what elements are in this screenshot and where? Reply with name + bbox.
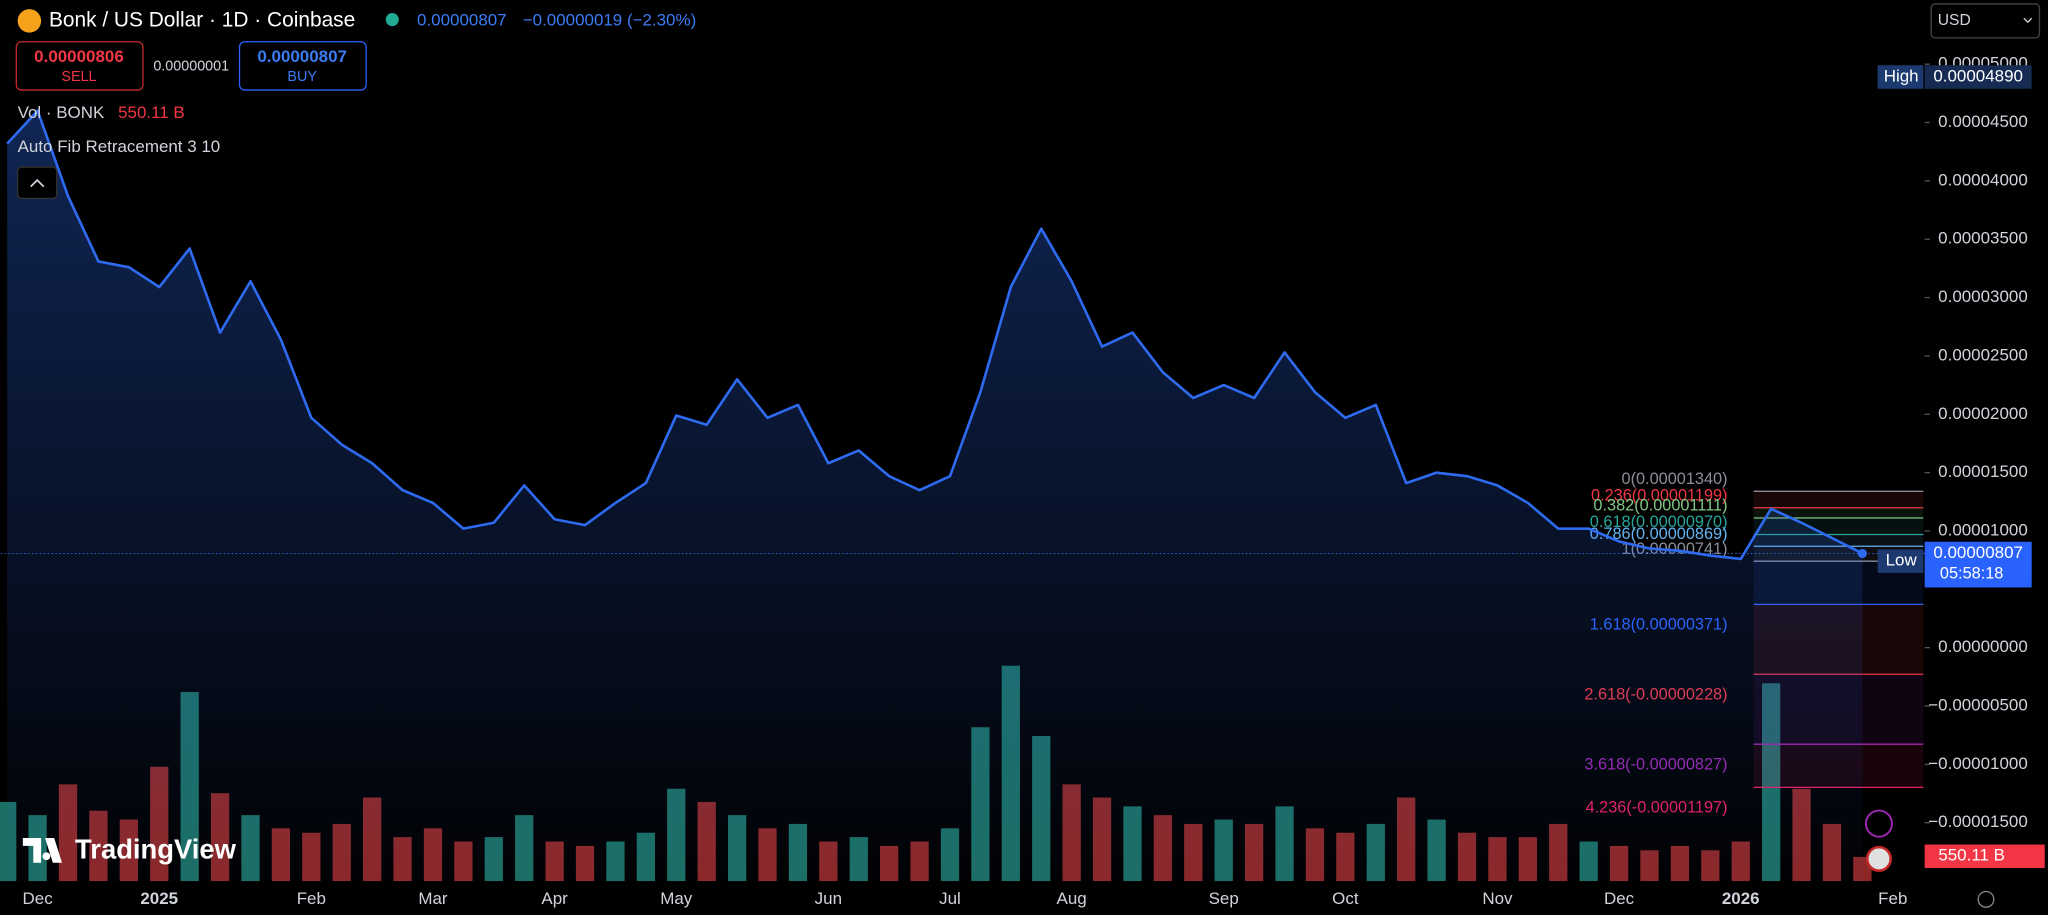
low-label-bg — [1877, 549, 1924, 573]
price-area — [7, 110, 1863, 882]
y-tick-label: 0.00004000 — [1938, 170, 2028, 189]
x-tick-label: Nov — [1482, 889, 1513, 908]
buy-price: 0.00000807 — [257, 47, 347, 66]
volume-tag: 550.11 B — [1938, 846, 2005, 865]
price-change: −0.00000019 (−2.30%) — [523, 10, 696, 29]
logo-mark — [22, 837, 63, 863]
volume-value: 550.11 B — [118, 103, 185, 122]
fib-zone — [1753, 491, 1924, 508]
countdown: 05:58:18 — [1940, 565, 2003, 583]
current-price: 0.00000807 — [1933, 543, 2023, 562]
current-price-bg — [1924, 541, 2032, 588]
x-tick-label: Dec — [23, 889, 54, 908]
y-tick-label: 0.00003500 — [1938, 229, 2028, 248]
y-tick-label: 0.00001000 — [1938, 520, 2028, 539]
fib-label: 0.786(0.00000869) — [1590, 525, 1728, 543]
low-label: Low — [1886, 551, 1918, 570]
high-label: High — [1884, 67, 1919, 86]
chevron — [30, 178, 45, 188]
symbol-title: Bonk / US Dollar · 1D · Coinbase — [49, 8, 355, 31]
sell-price: 0.00000806 — [34, 47, 124, 66]
x-tick-label: Apr — [541, 889, 568, 908]
x-tick-label: Aug — [1057, 889, 1087, 908]
x-tick-label: May — [660, 889, 693, 908]
x-tick-label: Feb — [297, 889, 326, 908]
fib-label: 0.618(0.00000970) — [1590, 513, 1728, 531]
sell-button[interactable] — [15, 41, 144, 91]
fib-indicator: Auto Fib Retracement 3 10 — [18, 137, 221, 156]
axis-layer: 0.000050000.000045000.000040000.00003500… — [23, 54, 2045, 908]
currency: USD — [1938, 12, 1971, 29]
high-price-bg — [1924, 65, 2032, 89]
high-label-bg — [1877, 65, 1924, 89]
y-tick-label: 0.00000000 — [1938, 637, 2028, 656]
fib-zone — [1753, 507, 1924, 519]
high-price: 0.00004890 — [1933, 67, 2023, 86]
fib-label: 0.382(0.00001111) — [1593, 497, 1727, 515]
events-icon[interactable] — [1865, 845, 1893, 872]
y-tick-label: 0.00002000 — [1938, 404, 2028, 423]
x-tick-label: Mar — [418, 889, 448, 908]
dropdown-arrow — [2023, 17, 2033, 24]
y-tick-label: −0.00001000 — [1928, 754, 2027, 773]
collapse-button[interactable] — [16, 166, 58, 200]
last-point — [1857, 548, 1867, 559]
y-tick-label: −0.00001500 — [1928, 812, 2027, 831]
price-line — [6, 109, 1863, 561]
y-tick-label: 0.00003000 — [1938, 287, 2028, 306]
x-tick-label: 2026 — [1722, 889, 1760, 908]
x-tick-label: Feb — [1878, 889, 1907, 908]
buy-label: BUY — [287, 69, 317, 85]
y-tick-label: 0.00001500 — [1938, 462, 2028, 481]
volume-indicator: Vol · BONK — [18, 103, 105, 122]
settings-icon[interactable] — [1977, 890, 1995, 908]
volume-tag-bg — [1924, 844, 2045, 869]
spread: 0.00000001 — [153, 58, 229, 74]
x-tick-label: Oct — [1332, 889, 1359, 908]
plot-layer — [0, 109, 1925, 882]
currency-select[interactable] — [1930, 3, 2041, 39]
sell-label: SELL — [61, 69, 96, 85]
x-tick-label: 2025 — [140, 889, 178, 908]
x-tick-label: Dec — [1604, 889, 1635, 908]
buy-button[interactable] — [238, 41, 367, 91]
y-tick-label: 0.00002500 — [1938, 345, 2028, 364]
fib-label: 0(0.00001340) — [1622, 470, 1728, 488]
market-status — [385, 13, 399, 27]
x-tick-label: Jul — [939, 889, 961, 908]
coin-icon — [17, 9, 42, 33]
alert-icon[interactable] — [1864, 809, 1893, 838]
x-tick-label: Sep — [1209, 889, 1239, 908]
fib-label: 0.236(0.00001199) — [1591, 486, 1728, 504]
y-tick-label: 0.00004500 — [1938, 112, 2028, 131]
y-tick-label: −0.00000500 — [1928, 696, 2027, 715]
x-tick-label: Jun — [815, 889, 842, 908]
last-price: 0.00000807 — [417, 10, 507, 29]
brand: TradingView — [75, 833, 237, 864]
